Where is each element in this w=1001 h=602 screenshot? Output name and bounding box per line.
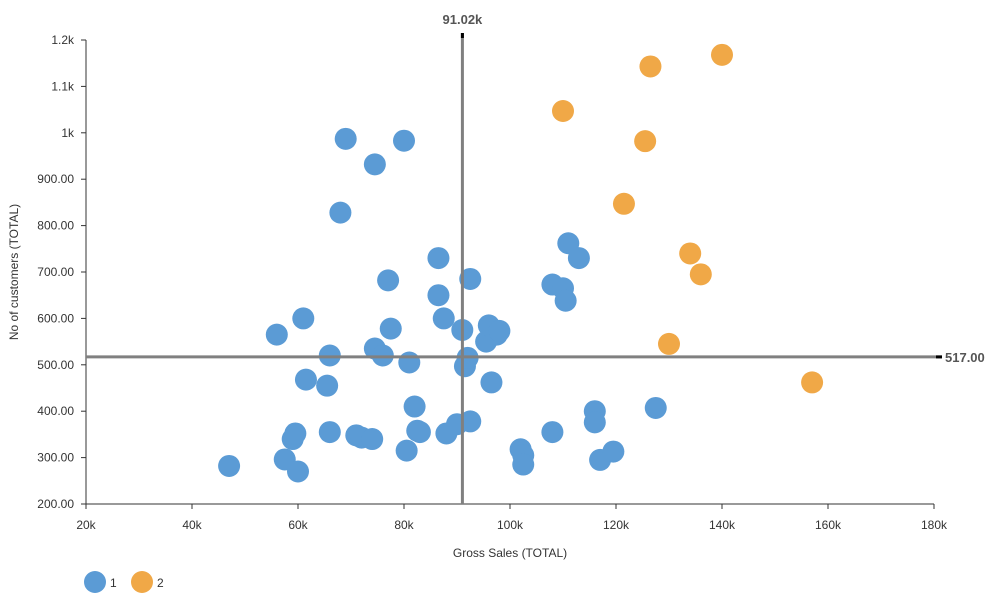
data-point-series-1[interactable]	[284, 422, 307, 445]
data-point-series-1[interactable]	[427, 247, 450, 270]
data-point-series-1[interactable]	[292, 307, 315, 330]
data-point-series-2[interactable]	[552, 99, 574, 122]
y-tick-label: 400.00	[37, 404, 74, 418]
x-axis-title: Gross Sales (TOTAL)	[453, 546, 567, 560]
x-tick-label: 40k	[182, 518, 202, 532]
data-point-series-1[interactable]	[488, 319, 511, 342]
data-point-series-1[interactable]	[583, 411, 606, 434]
plot-area	[218, 43, 824, 483]
data-point-series-1[interactable]	[287, 460, 309, 483]
data-point-series-1[interactable]	[480, 371, 503, 394]
data-point-series-1[interactable]	[393, 129, 415, 152]
data-point-series-1[interactable]	[408, 421, 431, 444]
y-tick-label: 700.00	[37, 265, 74, 279]
y-tick-label: 1.1k	[51, 79, 75, 93]
y-reference-label: 517.00	[945, 350, 985, 365]
x-tick-label: 160k	[815, 518, 842, 532]
y-tick-label: 600.00	[37, 311, 74, 325]
data-point-series-1[interactable]	[265, 323, 288, 346]
data-point-series-1[interactable]	[459, 267, 482, 290]
data-point-series-1[interactable]	[432, 307, 455, 330]
data-point-series-1[interactable]	[602, 440, 625, 463]
data-point-series-2[interactable]	[639, 55, 662, 78]
data-point-series-1[interactable]	[377, 269, 400, 292]
data-point-series-1[interactable]	[427, 284, 450, 307]
data-point-series-1[interactable]	[403, 395, 426, 418]
legend-marker-series-1[interactable]	[84, 571, 106, 593]
y-tick-label: 500.00	[37, 358, 74, 372]
data-point-series-1[interactable]	[361, 428, 384, 451]
data-point-series-1[interactable]	[294, 368, 317, 391]
x-reference-handle[interactable]	[460, 33, 464, 38]
data-point-series-2[interactable]	[711, 43, 733, 66]
data-point-series-1[interactable]	[395, 439, 418, 462]
data-point-series-1[interactable]	[567, 247, 590, 270]
data-point-series-1[interactable]	[541, 421, 564, 444]
data-point-series-1[interactable]	[379, 317, 402, 340]
data-point-series-2[interactable]	[634, 130, 657, 153]
legend-label-series-2[interactable]: 2	[157, 576, 164, 590]
data-point-series-2[interactable]	[658, 332, 680, 355]
x-axis: 20k 40k 60k 80k 100k 120k 140k 160k 180k	[76, 503, 948, 532]
y-tick-label: 1k	[61, 126, 75, 140]
y-tick-label: 900.00	[37, 172, 74, 186]
x-tick-label: 20k	[76, 518, 96, 532]
legend-label-series-1[interactable]: 1	[110, 576, 117, 590]
data-point-series-2[interactable]	[689, 263, 712, 286]
y-tick-label: 1.2k	[51, 33, 75, 47]
x-tick-label: 80k	[394, 518, 414, 532]
data-point-series-1[interactable]	[318, 421, 341, 444]
y-tick-label: 300.00	[37, 451, 74, 465]
x-tick-label: 140k	[709, 518, 736, 532]
data-point-series-1[interactable]	[554, 289, 577, 312]
data-point-series-1[interactable]	[459, 410, 482, 433]
data-point-series-1[interactable]	[644, 396, 667, 419]
y-tick-label: 200.00	[37, 497, 74, 511]
x-tick-label: 60k	[288, 518, 308, 532]
y-axis-title: No of customers (TOTAL)	[7, 204, 21, 340]
x-tick-label: 100k	[497, 518, 524, 532]
y-tick-label: 800.00	[37, 219, 74, 233]
reference-lines: 91.02k 517.00	[86, 12, 985, 504]
data-point-series-1[interactable]	[512, 453, 535, 476]
data-point-series-2[interactable]	[679, 242, 702, 265]
y-reference-handle[interactable]	[936, 355, 942, 359]
data-point-series-1[interactable]	[329, 201, 352, 224]
data-point-series-1[interactable]	[316, 374, 339, 397]
x-tick-label: 120k	[603, 518, 630, 532]
x-tick-label: 180k	[921, 518, 948, 532]
data-point-series-1[interactable]	[363, 153, 386, 176]
y-axis: 200.00 300.00 400.00 500.00 600.00 700.00 800.…	[37, 33, 87, 511]
legend-marker-series-2[interactable]	[131, 571, 153, 593]
x-reference-label: 91.02k	[443, 12, 484, 27]
data-point-series-1[interactable]	[218, 454, 241, 477]
data-point-series-1[interactable]	[334, 127, 357, 150]
data-point-series-2[interactable]	[801, 371, 824, 394]
data-point-series-1[interactable]	[398, 351, 421, 374]
data-point-series-2[interactable]	[612, 192, 635, 215]
